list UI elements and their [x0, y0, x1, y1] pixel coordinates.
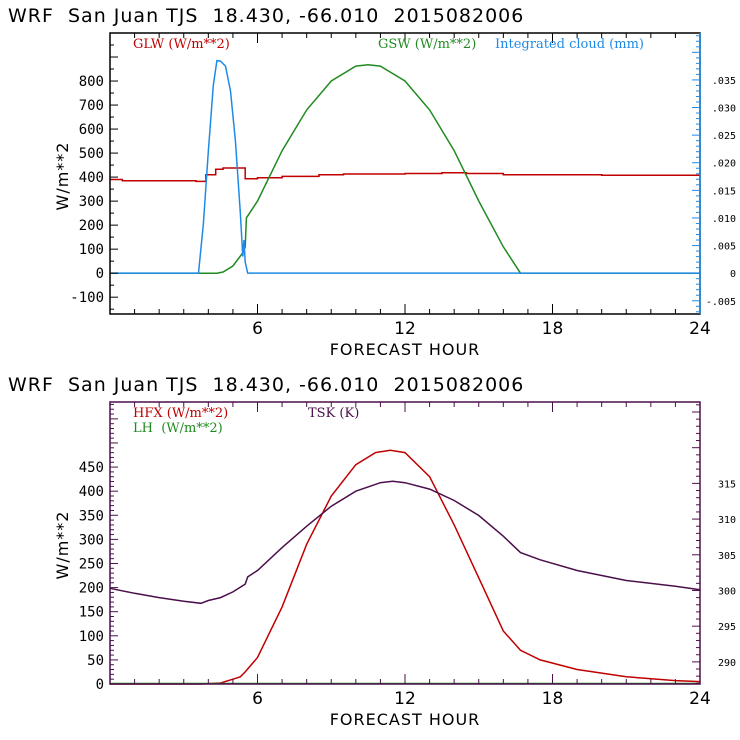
y2-tick-label: 300	[718, 586, 736, 597]
upper-chart-panel: WRF San Juan TJS 18.430, -66.010 2015082…	[8, 5, 736, 359]
series-tsk-line	[109, 480, 701, 605]
y2-tick-label: .005	[712, 242, 736, 253]
x-tick-label: 6	[252, 689, 263, 709]
upper-x-axis-label: FORECAST HOUR	[330, 340, 481, 359]
y-tick-label: 350	[79, 508, 104, 524]
y-tick-label: 300	[79, 532, 104, 548]
y-tick-label: 50	[87, 653, 104, 669]
x-tick-label: 24	[689, 689, 711, 709]
y-tick-label: 700	[79, 98, 104, 114]
legend-lh: LH (W/m**2)	[133, 421, 223, 436]
y2-tick-label: -.005	[706, 297, 736, 308]
y2-tick-label: 315	[718, 479, 736, 490]
y-tick-label: 150	[79, 605, 104, 621]
y2-tick-label: 0	[730, 269, 736, 280]
series-glw-line	[110, 167, 700, 183]
upper-chart-title: WRF San Juan TJS 18.430, -66.010 2015082…	[8, 5, 524, 27]
x-tick-label: 18	[542, 319, 564, 339]
y-tick-label: 200	[79, 218, 104, 234]
y2-tick-label: .025	[712, 131, 736, 142]
lower-y-axis-label: W/m**2	[53, 511, 72, 580]
y-tick-label: 400	[79, 170, 104, 186]
y2-tick-label: 290	[718, 658, 736, 669]
y-tick-label: 200	[79, 581, 104, 597]
y2-tick-label: .030	[712, 104, 736, 115]
lower-chart-panel: WRF San Juan TJS 18.430, -66.010 2015082…	[8, 374, 736, 729]
y-tick-label: 800	[79, 74, 104, 90]
y-tick-label: 0	[96, 677, 104, 693]
y2-tick-label: .035	[712, 76, 736, 87]
legend-tsk: TSK (K)	[308, 406, 359, 421]
lower-x-axis-label: FORECAST HOUR	[330, 710, 481, 729]
y2-tick-label: .010	[712, 214, 736, 225]
y-tick-label: 0	[96, 266, 104, 282]
y-tick-label: 300	[79, 194, 104, 210]
y-tick-label: 600	[79, 122, 104, 138]
x-tick-label: 6	[252, 319, 263, 339]
series-gsw-line	[110, 63, 700, 274]
y2-tick-label: 305	[718, 551, 736, 562]
y-tick-label: 100	[79, 629, 104, 645]
legend-glw: GLW (W/m**2)	[133, 37, 230, 52]
upper-y-axis-label: W/m**2	[53, 142, 72, 211]
lower-plot-frame	[109, 401, 701, 685]
series-hfx-line	[110, 449, 701, 685]
legend-hfx: HFX (W/m**2)	[133, 406, 228, 421]
x-tick-label: 24	[689, 319, 711, 339]
y2-tick-label: 310	[718, 515, 736, 526]
x-tick-label: 12	[394, 319, 416, 339]
series-integrated-line	[110, 59, 700, 274]
x-tick-label: 18	[542, 689, 564, 709]
y-tick-label: 400	[79, 484, 104, 500]
y2-tick-label: .015	[712, 186, 736, 197]
y2-tick-label: .020	[712, 159, 736, 170]
y-tick-label: -100	[70, 290, 104, 306]
lower-chart-title: WRF San Juan TJS 18.430, -66.010 2015082…	[8, 374, 524, 396]
y-tick-label: 450	[79, 460, 104, 476]
y2-tick-label: 295	[718, 622, 736, 633]
legend-integrated-cloud: Integrated cloud (mm)	[495, 37, 644, 52]
y-tick-label: 250	[79, 556, 104, 572]
legend-gsw: GSW (W/m**2)	[378, 37, 476, 52]
y-tick-label: 500	[79, 146, 104, 162]
y-tick-label: 100	[79, 242, 104, 258]
x-tick-label: 12	[394, 689, 416, 709]
